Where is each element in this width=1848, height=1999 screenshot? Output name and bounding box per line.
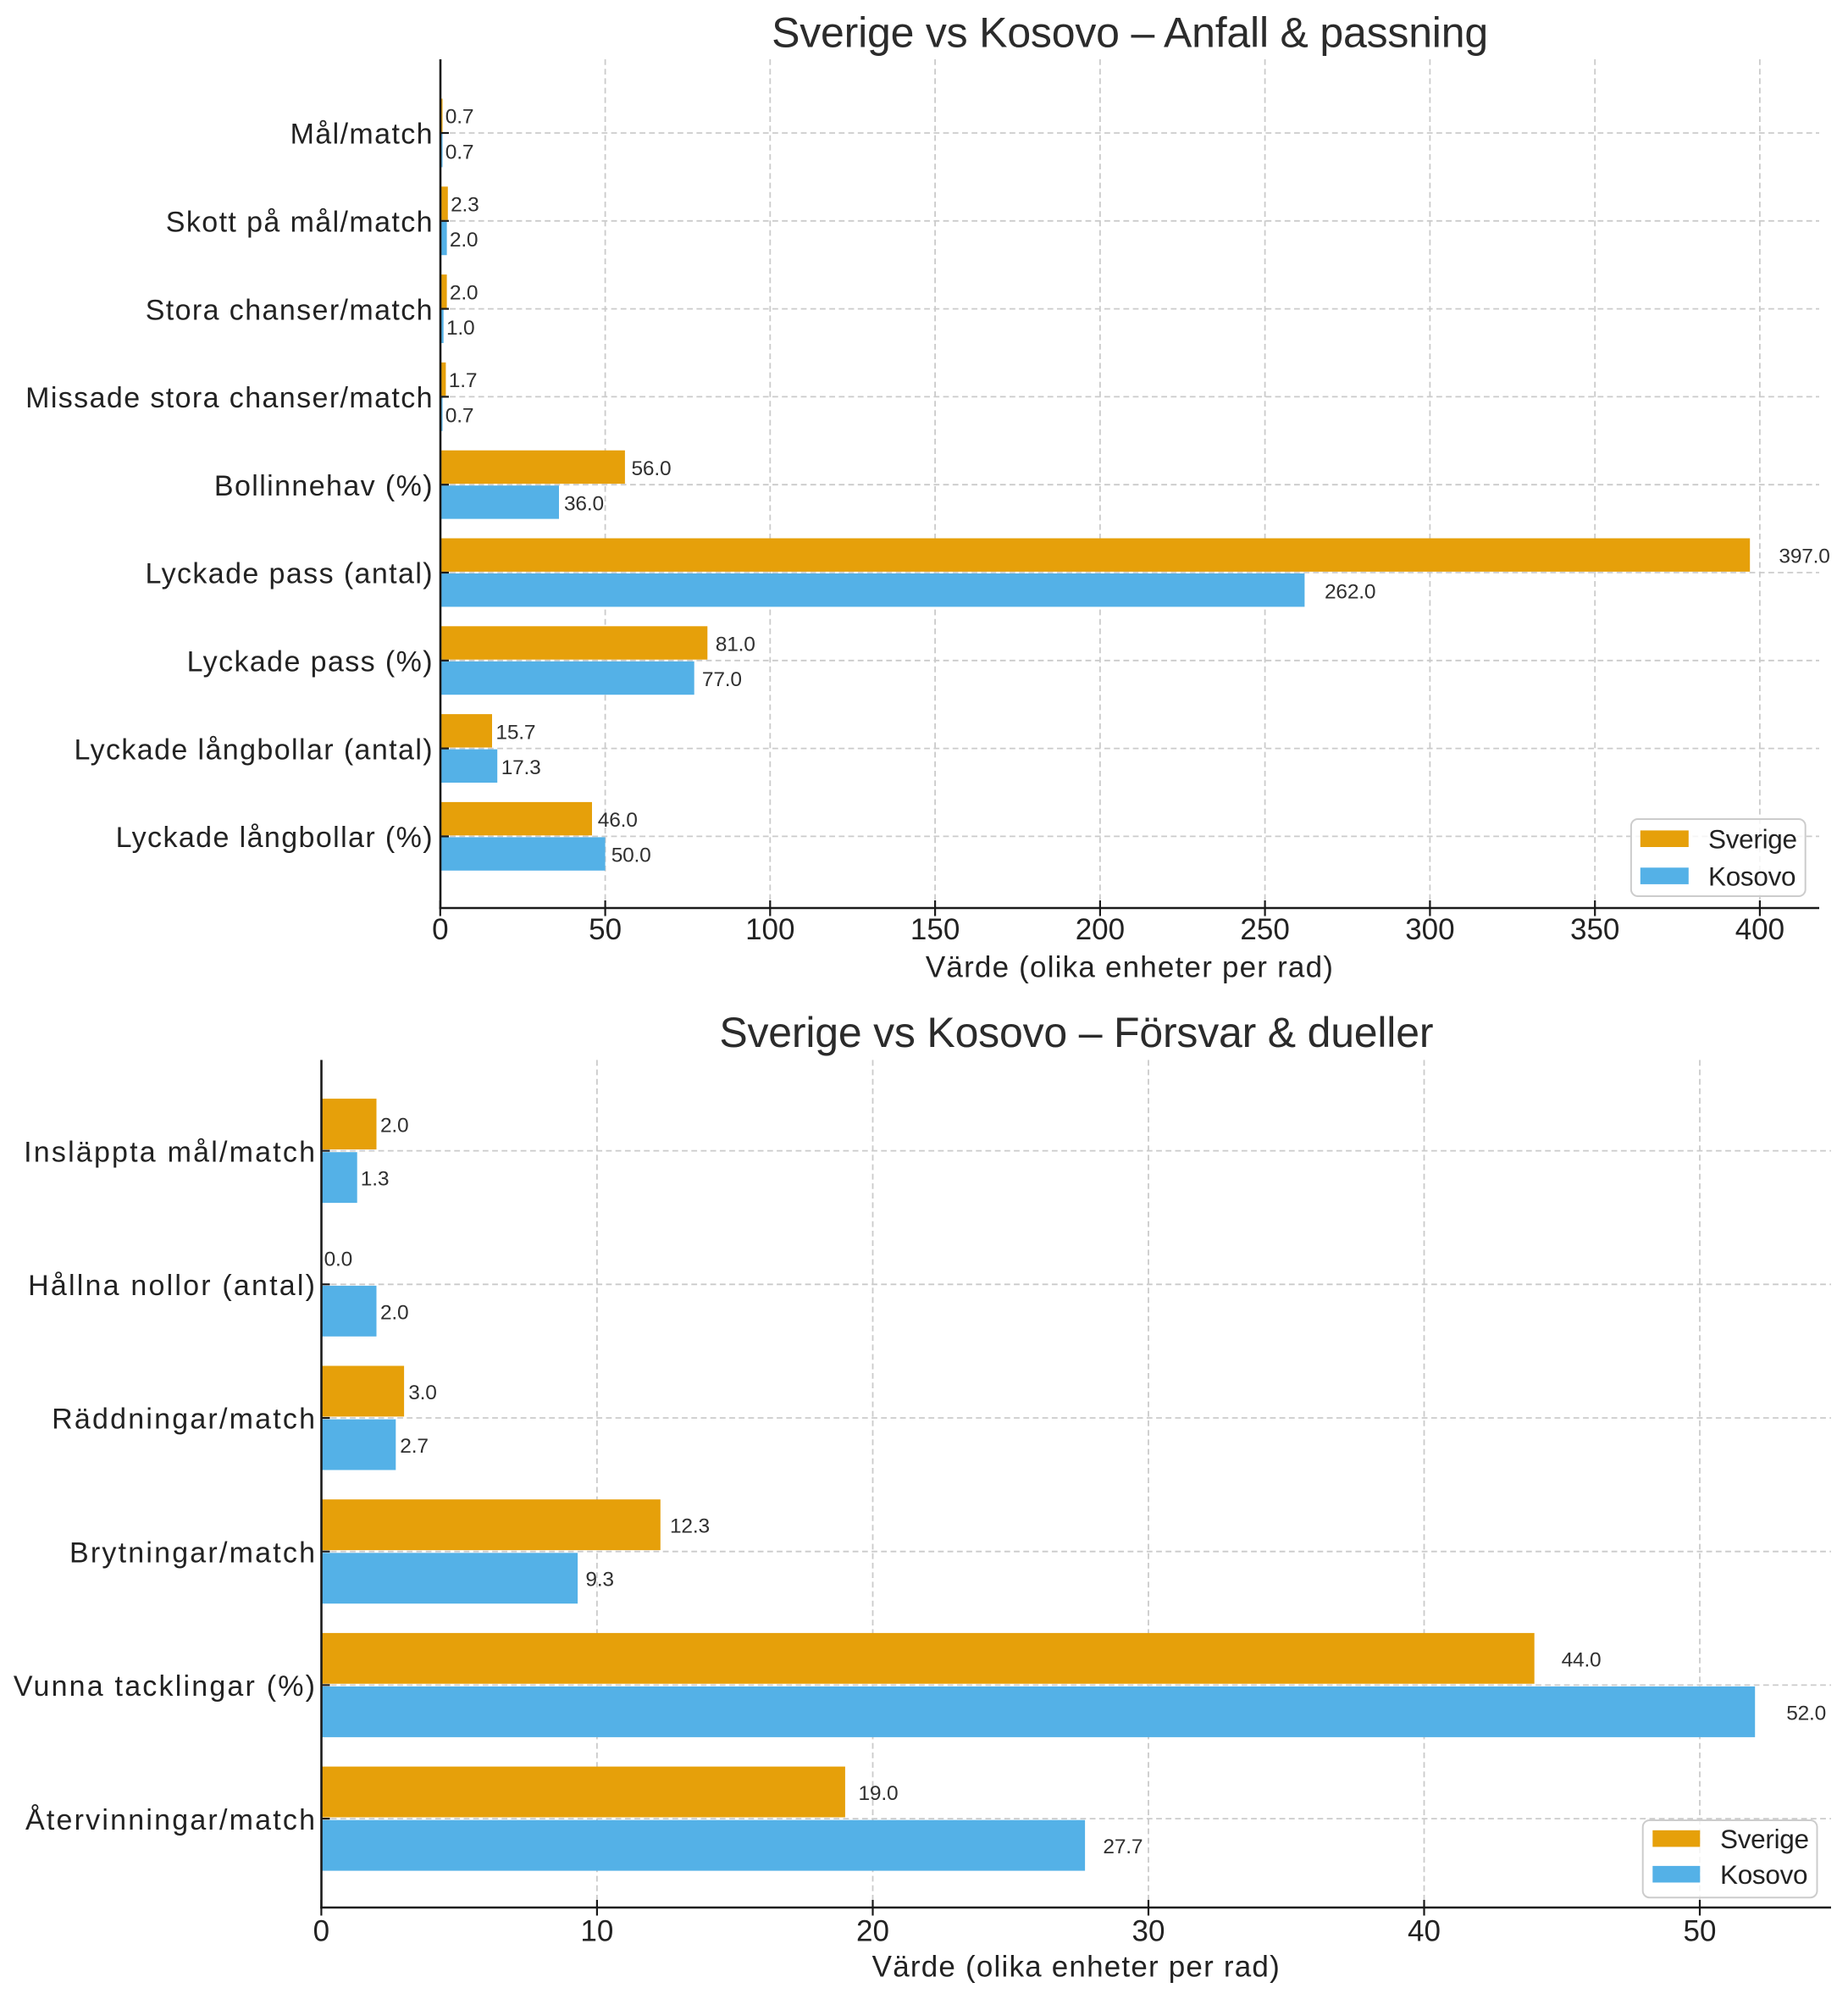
svg-text:0: 0 <box>432 913 448 946</box>
svg-text:Lyckade pass (%): Lyckade pass (%) <box>187 646 434 678</box>
svg-text:0: 0 <box>313 1915 329 1948</box>
svg-text:Sverige: Sverige <box>1708 824 1797 855</box>
svg-text:Missade stora chanser/match: Missade stora chanser/match <box>25 382 434 414</box>
svg-text:Sverige vs Kosovo – Anfall & p: Sverige vs Kosovo – Anfall & passning <box>772 9 1488 57</box>
svg-text:10: 10 <box>580 1915 613 1948</box>
svg-text:9.3: 9.3 <box>585 1569 613 1592</box>
svg-text:100: 100 <box>745 913 794 946</box>
svg-text:150: 150 <box>910 913 960 946</box>
svg-text:0.7: 0.7 <box>445 106 473 129</box>
svg-text:Återvinningar/match: Återvinningar/match <box>25 1804 317 1836</box>
svg-text:Sverige: Sverige <box>1720 1824 1809 1854</box>
svg-text:Kosovo: Kosovo <box>1708 861 1795 892</box>
svg-text:262.0: 262.0 <box>1325 580 1375 603</box>
svg-text:1.0: 1.0 <box>446 317 474 340</box>
svg-text:0.0: 0.0 <box>324 1248 352 1271</box>
svg-text:15.7: 15.7 <box>495 721 535 744</box>
svg-text:20: 20 <box>856 1915 889 1948</box>
svg-text:81.0: 81.0 <box>716 634 755 656</box>
svg-text:Brytningar/match: Brytningar/match <box>69 1537 317 1569</box>
svg-text:46.0: 46.0 <box>598 809 638 832</box>
svg-text:0.7: 0.7 <box>445 141 473 163</box>
svg-text:19.0: 19.0 <box>859 1782 899 1805</box>
svg-text:30: 30 <box>1132 1915 1165 1948</box>
svg-text:397.0: 397.0 <box>1779 545 1829 568</box>
svg-text:2.0: 2.0 <box>450 229 478 252</box>
svg-text:36.0: 36.0 <box>564 493 604 516</box>
svg-text:Räddningar/match: Räddningar/match <box>52 1404 317 1436</box>
svg-text:40: 40 <box>1408 1915 1441 1948</box>
svg-text:52.0: 52.0 <box>1786 1702 1826 1725</box>
svg-text:0.7: 0.7 <box>445 405 473 428</box>
svg-text:3.0: 3.0 <box>408 1382 436 1404</box>
svg-text:Stora chanser/match: Stora chanser/match <box>146 294 434 326</box>
svg-text:Lyckade långbollar (%): Lyckade långbollar (%) <box>116 822 434 854</box>
svg-text:77.0: 77.0 <box>702 668 742 691</box>
svg-text:1.7: 1.7 <box>449 369 477 392</box>
svg-text:Värde (olika enheter per rad): Värde (olika enheter per rad) <box>926 951 1334 984</box>
svg-text:Insläppta mål/match: Insläppta mål/match <box>24 1136 317 1168</box>
svg-text:Skott på mål/match: Skott på mål/match <box>166 207 434 239</box>
svg-text:50: 50 <box>1684 1915 1717 1948</box>
svg-text:400: 400 <box>1735 913 1784 946</box>
svg-text:Lyckade pass (antal): Lyckade pass (antal) <box>146 558 434 590</box>
svg-text:50.0: 50.0 <box>611 844 651 867</box>
svg-text:2.3: 2.3 <box>451 194 479 217</box>
svg-text:27.7: 27.7 <box>1103 1836 1143 1858</box>
svg-text:17.3: 17.3 <box>501 756 541 779</box>
svg-text:250: 250 <box>1240 913 1289 946</box>
svg-text:Värde (olika enheter per rad): Värde (olika enheter per rad) <box>872 1951 1281 1984</box>
svg-text:1.3: 1.3 <box>361 1168 389 1191</box>
svg-text:350: 350 <box>1570 913 1619 946</box>
svg-text:Sverige vs Kosovo – Försvar &: Sverige vs Kosovo – Försvar & dueller <box>719 1009 1433 1056</box>
svg-text:Kosovo: Kosovo <box>1720 1859 1807 1890</box>
svg-text:Hållna nollor (antal): Hållna nollor (antal) <box>28 1270 317 1302</box>
svg-text:300: 300 <box>1405 913 1454 946</box>
svg-text:56.0: 56.0 <box>632 457 672 480</box>
svg-text:Vunna tacklingar (%): Vunna tacklingar (%) <box>14 1670 317 1703</box>
svg-text:2.7: 2.7 <box>400 1435 428 1458</box>
svg-text:50: 50 <box>589 913 622 946</box>
svg-text:Bollinnehav (%): Bollinnehav (%) <box>214 470 434 502</box>
svg-text:2.0: 2.0 <box>450 281 478 304</box>
svg-text:2.0: 2.0 <box>380 1115 408 1138</box>
svg-text:12.3: 12.3 <box>670 1515 710 1538</box>
svg-text:Lyckade långbollar (antal): Lyckade långbollar (antal) <box>75 734 434 766</box>
svg-text:2.0: 2.0 <box>380 1301 408 1324</box>
svg-text:200: 200 <box>1076 913 1125 946</box>
svg-text:Mål/match: Mål/match <box>290 119 434 151</box>
svg-text:44.0: 44.0 <box>1562 1648 1602 1671</box>
